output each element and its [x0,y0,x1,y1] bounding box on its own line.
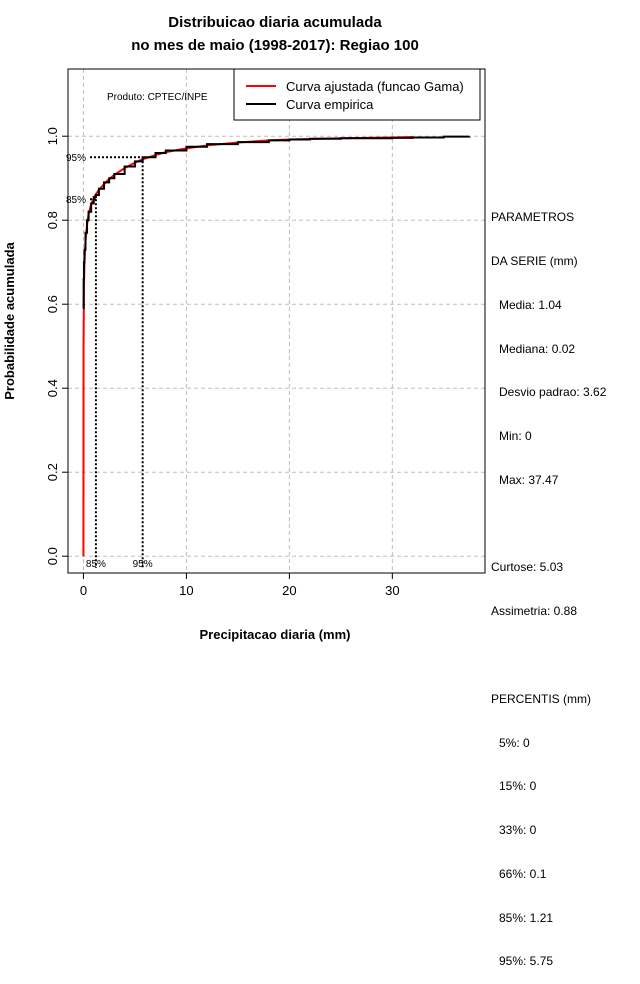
y-axis-label: Probabilidade acumulada [2,241,17,399]
y-tick-label: 1.0 [45,127,60,145]
y-tick-label: 0.2 [45,463,60,481]
y-tick-label: 0.4 [45,379,60,397]
cdf-chart: Distribuicao diaria acumulada no mes de … [2,14,486,642]
x-tick-label: 20 [282,583,296,598]
percentile-label-x: 85% [86,559,106,570]
spacer [491,648,606,663]
chart-title: Distribuicao diaria acumulada [168,14,382,31]
stat-assimetria: Assimetria: 0.88 [491,604,578,619]
params-title-1: PARAMETROS [491,210,575,225]
stat-desvio: Desvio padrao: 3.62 [499,385,607,400]
series-line-empirical [82,135,471,310]
stat-min: Min: 0 [499,429,532,444]
legend-box [233,68,481,121]
statistics-panel: PARAMETROS DA SERIE (mm) Media: 1.04 Med… [491,181,606,984]
percentile-66: 66%: 0.1 [499,866,547,881]
series-line-fitted [82,136,413,557]
legend: Curva ajustada (funcao Gama) Curva empir… [233,68,481,121]
chart-subtitle: no mes de maio (1998-2017): Regiao 100 [131,37,419,54]
x-tick-label: 30 [385,583,399,598]
spacer [491,517,606,532]
percentile-label-y: 95% [66,153,86,164]
x-tick-label: 0 [80,583,87,598]
stat-curtose: Curtose: 5.03 [491,560,564,575]
stat-max: Max: 37.47 [499,472,559,487]
percentis-title: PERCENTIS (mm) [491,691,591,706]
percentile-15: 15%: 0 [499,779,537,794]
legend-label-fitted: Curva ajustada (funcao Gama) [286,79,464,94]
product-label: Produto: CPTEC/INPE [107,92,208,103]
axes: 0 10 20 30 0.0 0.2 0.4 0.6 0.8 1.0 [45,127,400,598]
stat-media: Media: 1.04 [499,297,562,312]
percentile-85: 85%: 1.21 [499,910,554,925]
percentile-label-x: 95% [133,559,153,570]
x-tick-label: 10 [179,583,193,598]
percentile-markers: 85% 85% 95% 95% [66,153,153,570]
percentile-5: 5%: 0 [499,735,530,750]
stat-mediana: Mediana: 0.02 [499,341,576,356]
y-tick-label: 0.8 [45,211,60,229]
grid [68,69,485,573]
percentile-95: 95%: 5.75 [499,954,554,969]
y-tick-label: 0.6 [45,295,60,313]
plot-frame [67,68,486,574]
y-tick-label: 0.0 [45,547,60,565]
percentile-label-y: 85% [66,195,86,206]
params-title-2: DA SERIE (mm) [491,253,578,268]
percentile-33: 33%: 0 [499,823,537,838]
x-axis-label: Precipitacao diaria (mm) [200,627,351,642]
series-lines [82,135,471,557]
legend-label-empirical: Curva empirica [286,97,374,112]
